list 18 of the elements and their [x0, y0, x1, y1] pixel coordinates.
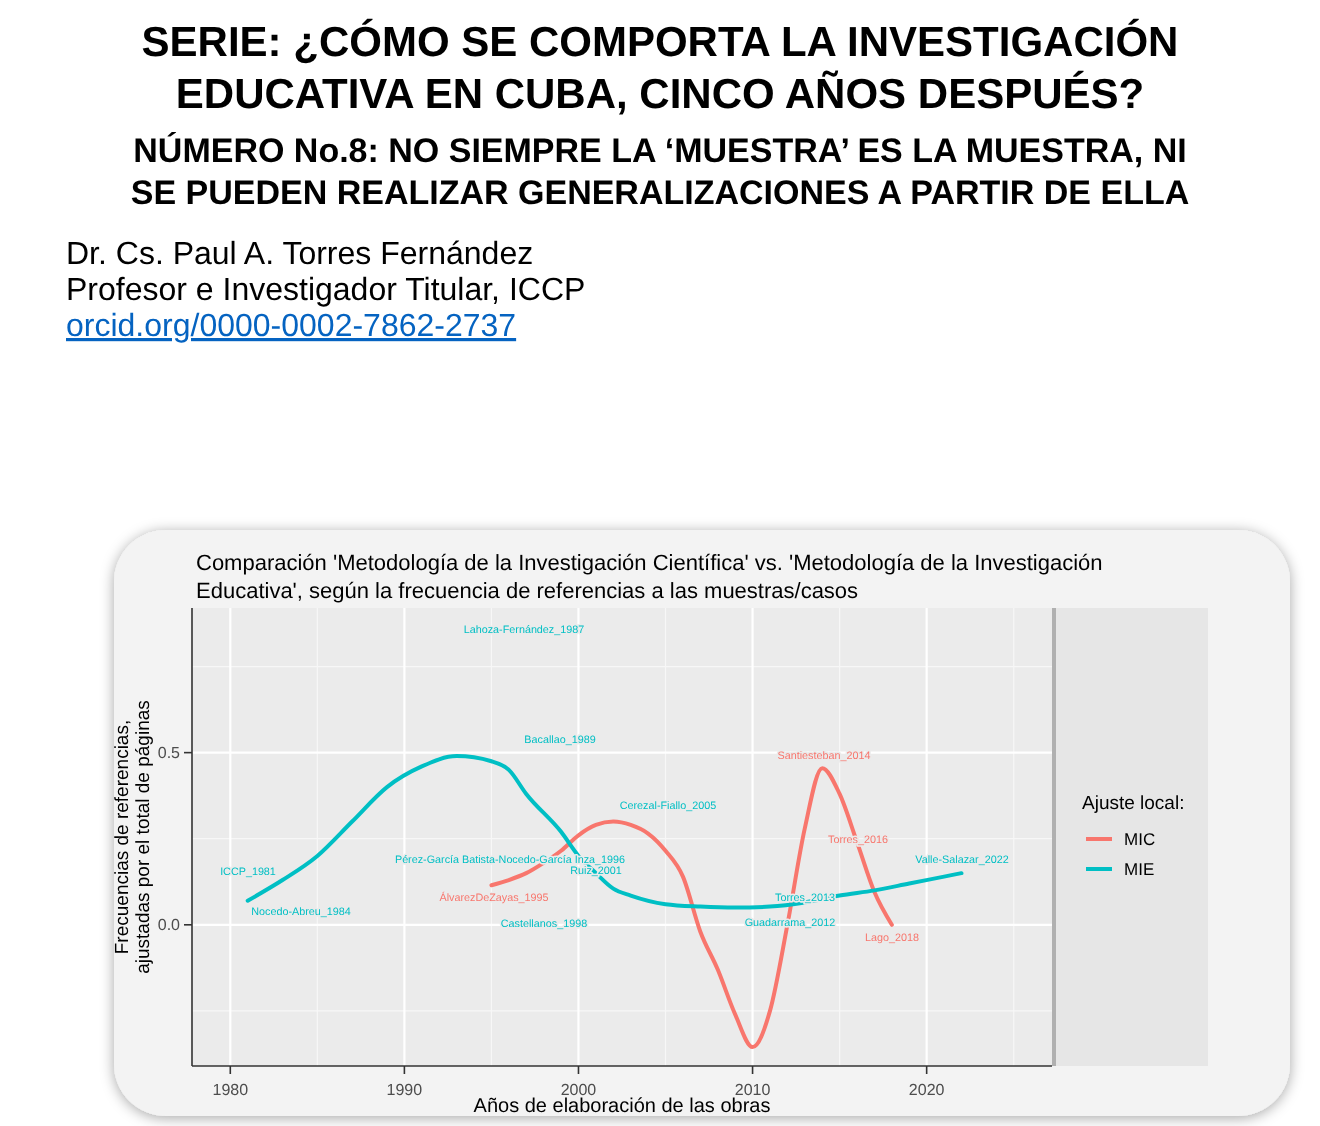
x-tick-label: 2020: [908, 1081, 946, 1099]
chart-title: SERIE: ¿CÓMO SE COMPORTA LA INVESTIGACIÓN EDUCATIVA EN CUBA, CINCO AÑOS DESPUÉS?: [141, 18, 1179, 118]
text: Dr. Cs. Paul A. Torres Fernández: [66, 238, 534, 272]
text: Comparación 'Metodología de la Investigación Científica' vs. 'Metodología de la Investigación Educativa', según la frecuencia de referencias a las muestras/casos: [196, 552, 1103, 604]
text: Profesor e Investigador Titular, ICCP: [66, 274, 586, 308]
x-tick-label: 1980: [212, 1081, 250, 1099]
x-tick-label: 2000: [560, 1081, 598, 1099]
chart-subtitle: NÚMERO No.8: NO SIEMPRE LA ‘MUESTRA’ ES LA MUESTRA, NI SE PUEDEN REALIZAR GENERALIZACIONES A PARTIR DE ELLA: [130, 130, 1190, 212]
y-tick-label: 0.5: [157, 743, 182, 762]
legend-title: Ajuste local:: [1082, 793, 1185, 815]
legend-label: MIC: [1124, 829, 1156, 849]
y-tick-label: 0.0: [157, 915, 182, 934]
x-axis-title: Años de elaboración de las obras: [473, 1096, 771, 1118]
x-tick-label: 2010: [734, 1081, 772, 1099]
text: orcid.org/0000-0002-7862-2737: [66, 310, 517, 344]
y-axis-title: Frecuencias de referencias, ajustadas por el total de páginas: [112, 699, 155, 974]
legend-label: MIE: [1124, 859, 1155, 879]
x-tick-label: 1990: [386, 1081, 424, 1099]
